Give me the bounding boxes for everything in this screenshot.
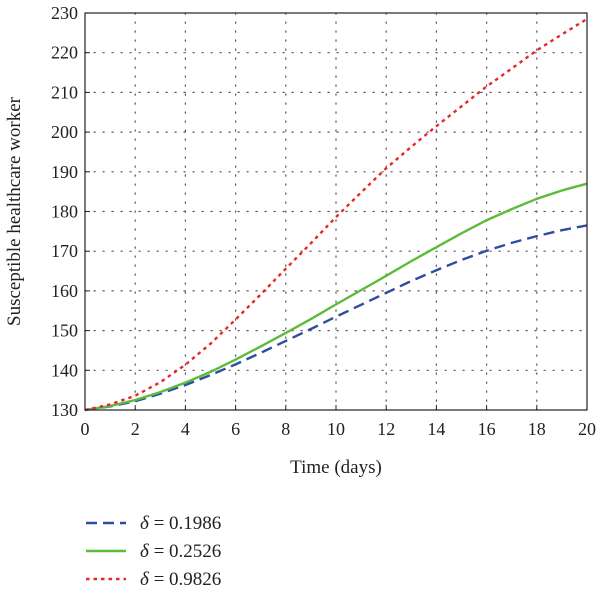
y-tick-label: 230: [51, 3, 78, 23]
grid: [84, 12, 588, 411]
legend-label-1: δ = 0.1986: [140, 513, 221, 534]
x-tick-label: 2: [131, 419, 140, 439]
x-tick-label: 14: [427, 419, 445, 439]
y-tick-label: 210: [51, 82, 78, 102]
x-tick-label: 20: [578, 419, 596, 439]
legend-value: = 0.2526: [149, 541, 221, 562]
series-line-2: [84, 182, 588, 412]
x-tick-label: 4: [181, 419, 190, 439]
legend-symbol: δ: [140, 569, 150, 590]
x-tick-label: 18: [528, 419, 546, 439]
series-line-1: [84, 224, 588, 412]
axis-ticks: 0 2 4 6 8 10 12 14 16 18 20 130 140 150 160 170 180 190 20…: [51, 3, 596, 439]
x-tick-label: 8: [281, 419, 290, 439]
y-tick-label: 180: [51, 202, 78, 222]
y-tick-label: 160: [51, 281, 78, 301]
y-tick-label: 170: [51, 241, 78, 261]
x-tick-label: 0: [81, 419, 90, 439]
x-axis-title: Time (days): [290, 457, 382, 478]
legend-value: = 0.9826: [149, 569, 221, 590]
x-tick-label: 6: [231, 419, 240, 439]
series-line-3: [84, 17, 588, 412]
x-tick-label: 12: [377, 419, 395, 439]
y-tick-label: 220: [51, 43, 78, 63]
series-lines: [84, 17, 588, 412]
y-tick-label: 130: [51, 400, 78, 420]
y-tick-label: 140: [51, 360, 78, 380]
legend-label-3: δ = 0.9826: [140, 569, 221, 590]
y-tick-label: 190: [51, 162, 78, 182]
legend-label-2: δ = 0.2526: [140, 541, 221, 562]
y-tick-label: 200: [51, 122, 78, 142]
legend-symbol: δ: [140, 541, 150, 562]
legend-symbol: δ: [140, 513, 150, 534]
legend-value: = 0.1986: [149, 513, 221, 534]
x-tick-label: 16: [478, 419, 496, 439]
x-tick-label: 10: [327, 419, 345, 439]
y-tick-label: 150: [51, 321, 78, 341]
y-axis-title: Susceptible healthcare worker: [4, 96, 25, 326]
